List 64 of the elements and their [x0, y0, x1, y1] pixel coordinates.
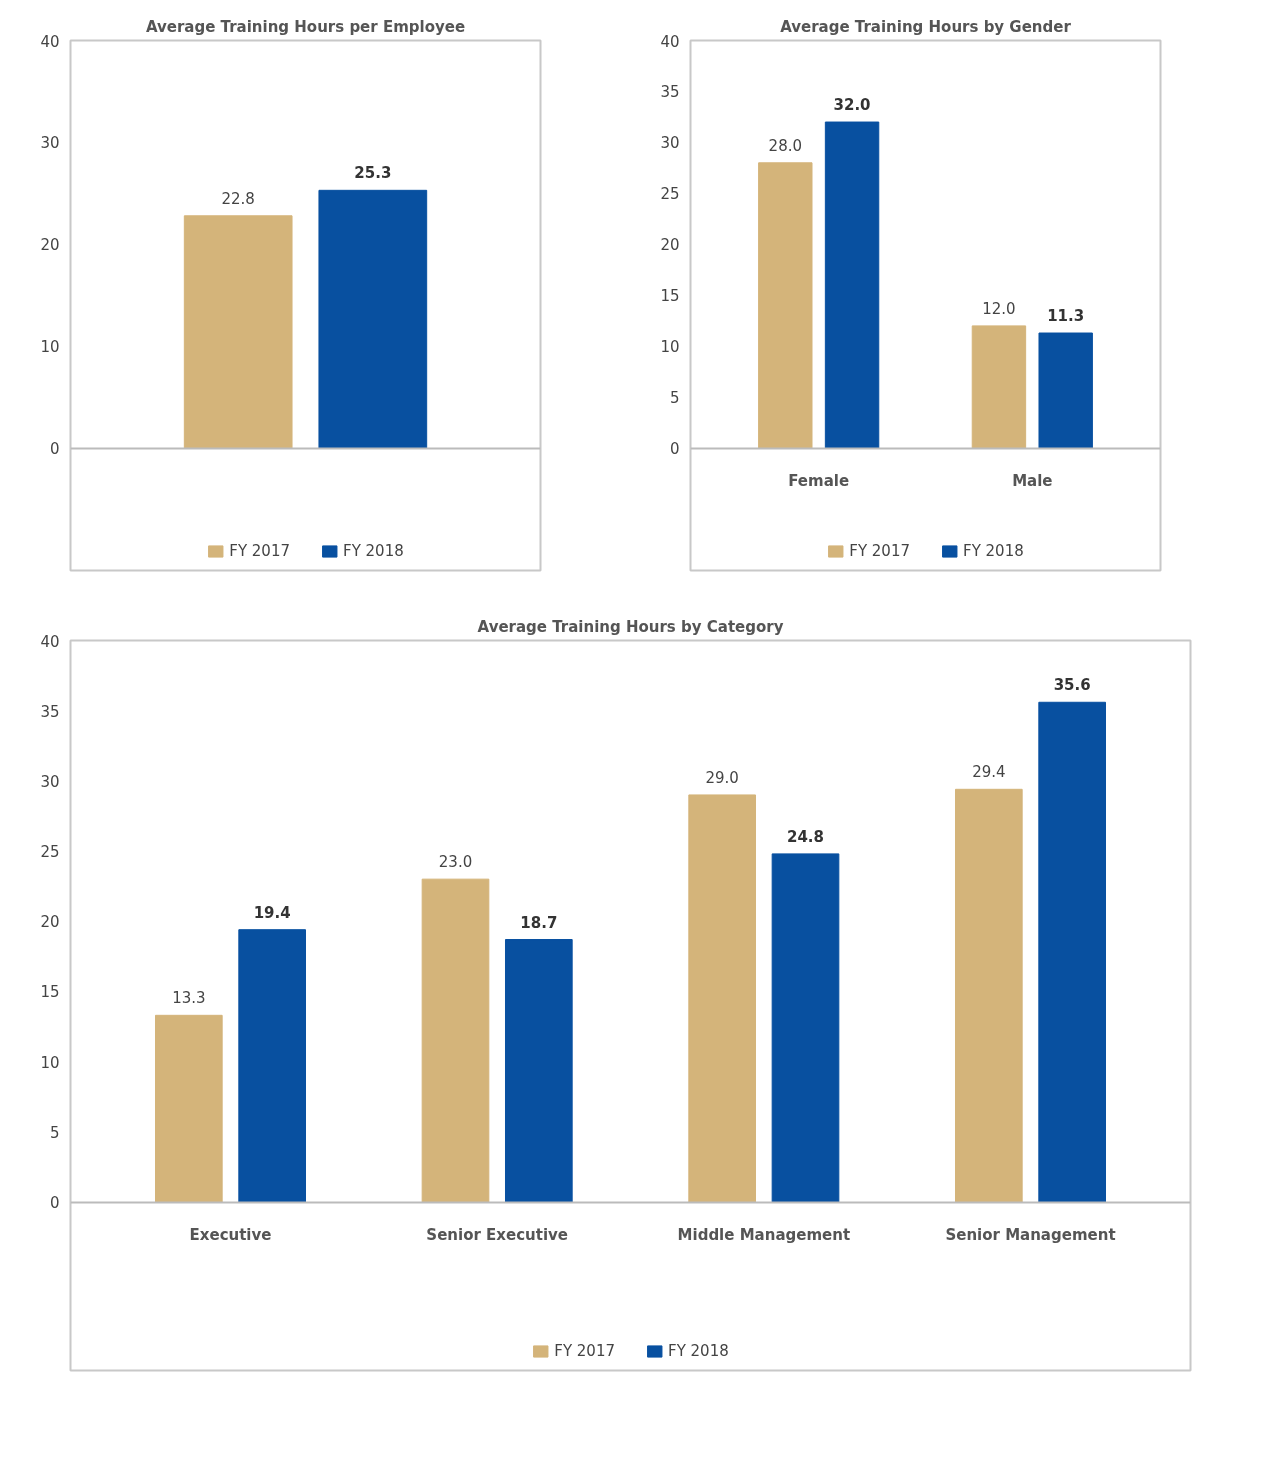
x-tick-label: Middle Management	[677, 1226, 851, 1245]
y-tick-label: 35	[660, 83, 680, 102]
bar	[758, 162, 813, 449]
x-tick-label: Male	[1012, 472, 1053, 491]
legend-label: FY 2017	[554, 1342, 615, 1360]
y-tick-label: 15	[660, 287, 680, 306]
data-label: 24.8	[787, 827, 825, 846]
data-label: 32.0	[833, 96, 871, 115]
x-tick-label: Executive	[189, 1226, 272, 1245]
bar	[824, 121, 880, 449]
bar	[1038, 701, 1106, 1203]
data-label: 22.8	[221, 189, 255, 208]
data-label: 19.4	[253, 903, 291, 922]
y-tick-label: 0	[669, 440, 680, 459]
y-tick-label: 35	[40, 702, 60, 721]
bar	[688, 794, 756, 1203]
legend-label: FY 2017	[229, 542, 290, 560]
x-tick-label: Female	[788, 472, 850, 491]
bar	[771, 853, 840, 1203]
bar	[505, 939, 573, 1203]
y-tick-label: 25	[40, 843, 60, 862]
data-label: 18.7	[520, 913, 558, 932]
data-label: 29.0	[705, 768, 739, 787]
y-tick-label: 0	[49, 440, 60, 459]
data-label: 11.3	[1047, 307, 1085, 326]
data-label: 23.0	[438, 853, 473, 872]
y-tick-label: 30	[40, 134, 60, 153]
data-label: 12.0	[982, 299, 1016, 318]
y-tick-label: 40	[40, 632, 60, 651]
data-label: 25.3	[354, 164, 392, 183]
y-tick-label: 0	[49, 1194, 60, 1213]
y-tick-label: 10	[40, 338, 60, 357]
y-tick-label: 10	[40, 1053, 60, 1072]
y-tick-label: 40	[660, 32, 680, 51]
y-tick-label: 40	[40, 32, 60, 51]
y-tick-label: 20	[40, 913, 60, 932]
bar	[955, 788, 1023, 1203]
chart-title: Average Training Hours by Category	[477, 617, 784, 636]
legend-label: FY 2018	[668, 1342, 729, 1360]
bar	[1038, 332, 1093, 449]
x-tick-label: Senior Management	[945, 1226, 1116, 1245]
y-tick-label: 20	[40, 236, 60, 255]
y-tick-label: 30	[660, 134, 680, 153]
legend-label: FY 2018	[963, 542, 1024, 560]
data-label: 28.0	[768, 136, 803, 155]
bar	[238, 929, 306, 1203]
bar	[421, 878, 490, 1203]
y-tick-label: 5	[49, 1123, 60, 1142]
x-tick-label: Senior Executive	[426, 1226, 568, 1245]
chart-title: Average Training Hours per Employee	[145, 17, 466, 36]
y-tick-label: 20	[660, 236, 680, 255]
y-tick-label: 30	[40, 772, 60, 791]
data-label: 35.6	[1053, 676, 1091, 695]
y-tick-label: 10	[660, 338, 680, 357]
y-tick-label: 5	[669, 389, 680, 408]
data-label: 13.3	[172, 989, 206, 1008]
data-label: 29.4	[972, 763, 1006, 782]
bar	[971, 325, 1027, 449]
legend-label: FY 2018	[343, 542, 404, 560]
legend-label: FY 2017	[849, 542, 910, 560]
chart-title: Average Training Hours by Gender	[780, 17, 1072, 36]
y-tick-label: 25	[660, 185, 680, 204]
y-tick-label: 15	[40, 983, 60, 1002]
bar	[155, 1014, 223, 1203]
